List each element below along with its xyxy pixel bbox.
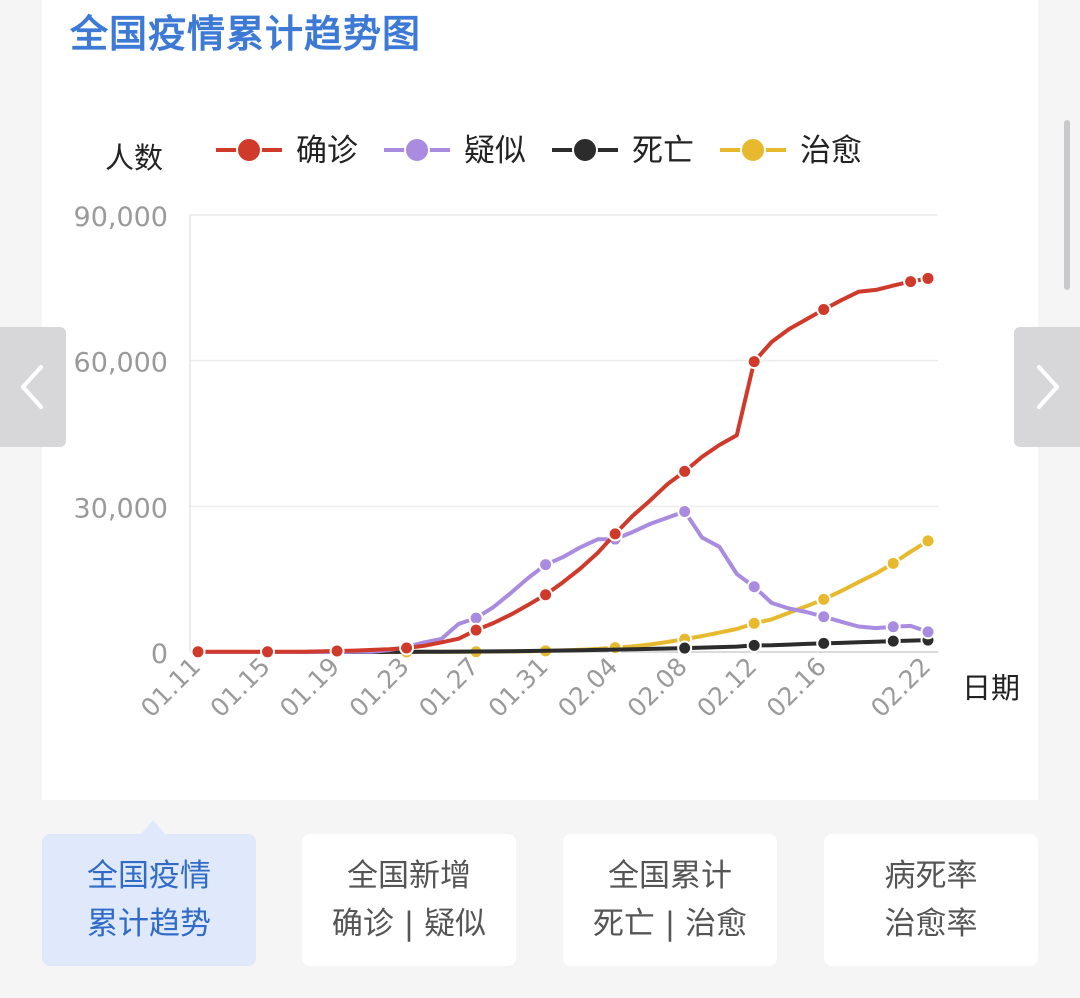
x-tick-label: 01.15 xyxy=(205,652,276,723)
legend-label: 死亡 xyxy=(632,133,694,169)
x-tick-label: 01.31 xyxy=(483,652,554,723)
data-point xyxy=(677,503,693,519)
legend-marker xyxy=(404,137,430,163)
legend-label: 治愈 xyxy=(800,133,862,169)
data-point xyxy=(746,637,762,653)
tab-label-line2: 治愈率 xyxy=(884,906,978,942)
tab-cumulative-trend[interactable]: 全国疫情 累计趋势 xyxy=(42,834,256,966)
y-tick-label: 0 xyxy=(151,639,168,670)
data-point xyxy=(746,615,762,631)
tab-label-line1: 全国新增 xyxy=(347,858,471,894)
legend-marker xyxy=(572,137,598,163)
tab-label-line2: 累计趋势 xyxy=(87,906,211,942)
x-tick-label: 02.22 xyxy=(865,652,936,723)
data-point xyxy=(399,640,415,656)
data-point xyxy=(538,557,554,573)
x-tick-label: 02.16 xyxy=(761,652,832,723)
data-point xyxy=(903,274,919,290)
legend-marker xyxy=(740,137,766,163)
x-tick-label: 01.19 xyxy=(274,652,345,723)
tab-new-cases[interactable]: 全国新增 确诊 | 疑似 xyxy=(302,834,516,966)
chevron-right-icon xyxy=(1037,365,1059,409)
data-point xyxy=(885,633,901,649)
data-point xyxy=(607,526,623,542)
x-tick-label: 02.04 xyxy=(552,652,623,723)
data-point xyxy=(746,354,762,370)
data-point xyxy=(920,533,936,549)
y-tick-label: 90,000 xyxy=(74,202,168,233)
legend-marker xyxy=(236,137,262,163)
prev-chart-button[interactable] xyxy=(0,327,66,447)
x-tick-label: 01.23 xyxy=(344,652,415,723)
tab-label-line1: 病死率 xyxy=(884,858,978,894)
chart-card xyxy=(42,0,1038,800)
y-tick-label: 30,000 xyxy=(74,493,168,524)
data-point xyxy=(920,270,936,286)
x-tick-label: 02.12 xyxy=(691,652,762,723)
data-point xyxy=(538,587,554,603)
data-point xyxy=(677,463,693,479)
y-tick-label: 60,000 xyxy=(74,348,168,379)
page-title: 全国疫情累计趋势图 xyxy=(70,12,422,56)
tab-fatality-recovery-rate[interactable]: 病死率 治愈率 xyxy=(824,834,1038,966)
data-point xyxy=(468,622,484,638)
active-tab-pointer xyxy=(141,820,165,834)
data-point xyxy=(190,644,206,660)
next-chart-button[interactable] xyxy=(1014,327,1080,447)
tab-deaths-recoveries[interactable]: 全国累计 死亡 | 治愈 xyxy=(563,834,777,966)
data-point xyxy=(677,640,693,656)
data-point xyxy=(329,643,345,659)
legend-label: 确诊 xyxy=(296,133,358,169)
data-point xyxy=(920,624,936,640)
data-point xyxy=(816,635,832,651)
y-axis-label: 人数 xyxy=(105,141,163,175)
data-point xyxy=(816,301,832,317)
tab-label-line2: 死亡 | 治愈 xyxy=(592,906,748,942)
vertical-scrollbar[interactable] xyxy=(1064,120,1070,290)
x-tick-label: 01.27 xyxy=(413,652,484,723)
tab-label-line1: 全国疫情 xyxy=(87,858,211,894)
data-point xyxy=(260,644,276,660)
series-line-0 xyxy=(196,276,930,654)
trend-chart: 030,00060,00090,00001.1101.1501.1901.230… xyxy=(74,133,1021,723)
data-point xyxy=(746,579,762,595)
tab-label-line2: 确诊 | 疑似 xyxy=(331,906,487,942)
legend-label: 疑似 xyxy=(464,133,526,169)
data-point xyxy=(885,619,901,635)
data-point xyxy=(816,591,832,607)
data-point xyxy=(885,555,901,571)
x-tick-label: 01.11 xyxy=(135,652,206,723)
data-point xyxy=(816,609,832,625)
chevron-left-icon xyxy=(21,365,43,409)
x-tick-label: 02.08 xyxy=(622,652,693,723)
tab-label-line1: 全国累计 xyxy=(608,858,732,894)
x-axis-label: 日期 xyxy=(962,671,1020,705)
